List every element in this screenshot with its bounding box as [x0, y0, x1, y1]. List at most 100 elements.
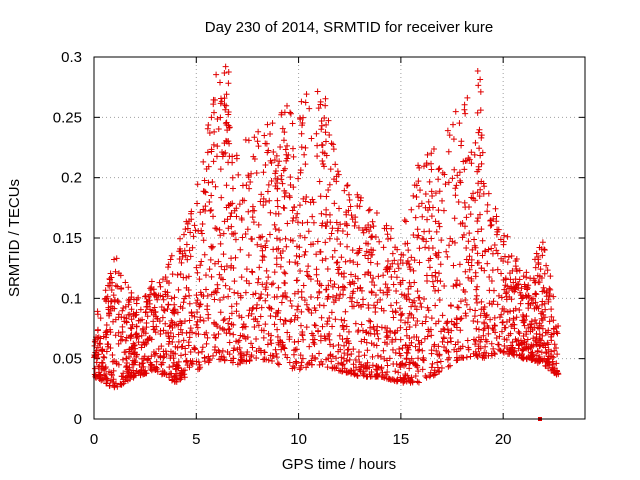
data-point — [294, 260, 301, 267]
data-point — [527, 275, 534, 282]
data-point — [122, 279, 129, 286]
data-point — [147, 285, 154, 292]
data-point — [260, 356, 267, 363]
data-point — [384, 291, 391, 298]
data-point — [215, 258, 222, 265]
data-point — [274, 360, 281, 367]
data-point — [108, 371, 115, 378]
data-point — [434, 277, 441, 284]
data-point — [543, 358, 550, 365]
data-point — [223, 102, 230, 109]
data-point — [535, 256, 542, 263]
data-point — [476, 193, 483, 200]
data-point — [470, 190, 477, 197]
data-point — [131, 351, 138, 358]
data-point — [510, 279, 517, 286]
data-point — [308, 361, 315, 368]
data-point — [499, 319, 506, 326]
data-point — [324, 318, 331, 325]
data-point — [475, 82, 482, 89]
data-point — [330, 343, 337, 350]
data-point — [208, 244, 215, 251]
data-point — [462, 110, 469, 117]
data-point — [249, 269, 256, 276]
data-point — [158, 343, 165, 350]
data-point — [150, 323, 157, 330]
data-point — [412, 373, 419, 380]
data-point — [309, 196, 316, 203]
data-point — [517, 292, 524, 299]
data-point — [195, 359, 202, 366]
data-point — [297, 352, 304, 359]
data-point — [474, 250, 481, 257]
data-point — [539, 332, 546, 339]
data-point — [407, 266, 414, 273]
data-point — [159, 276, 166, 283]
data-point — [236, 201, 243, 208]
data-point — [258, 304, 265, 311]
data-point — [356, 245, 363, 252]
data-point — [384, 257, 391, 264]
data-point — [387, 302, 394, 309]
data-point — [384, 369, 391, 376]
data-point — [105, 341, 112, 348]
data-point — [290, 153, 297, 160]
data-point — [415, 294, 422, 301]
data-point — [302, 161, 309, 168]
data-point — [295, 175, 302, 182]
data-point — [253, 170, 260, 177]
data-point — [357, 197, 364, 204]
data-point — [244, 349, 251, 356]
data-point — [292, 346, 299, 353]
data-point — [248, 170, 255, 177]
data-point — [419, 366, 426, 373]
data-point — [383, 334, 390, 341]
data-point — [419, 320, 426, 327]
data-point — [291, 339, 298, 346]
data-point — [525, 324, 532, 331]
data-point — [330, 176, 337, 183]
data-point — [542, 344, 549, 351]
data-point — [305, 263, 312, 270]
data-point — [94, 327, 101, 334]
data-point — [187, 325, 194, 332]
data-point — [282, 235, 289, 242]
data-point — [105, 282, 112, 289]
data-point — [282, 189, 289, 196]
data-point — [233, 308, 240, 315]
data-point — [358, 287, 365, 294]
data-point — [299, 122, 306, 129]
data-point — [239, 182, 246, 189]
data-point — [191, 313, 198, 320]
data-point — [484, 260, 491, 267]
data-point — [282, 270, 289, 277]
data-point — [265, 274, 272, 281]
data-point — [208, 114, 215, 121]
data-point — [519, 347, 526, 354]
data-point — [546, 292, 553, 299]
data-point — [109, 352, 116, 359]
data-point — [390, 360, 397, 367]
data-point — [318, 126, 325, 133]
data-point — [262, 242, 269, 249]
data-point — [171, 321, 178, 328]
data-point — [536, 336, 543, 343]
data-point — [450, 136, 457, 143]
data-point — [304, 361, 311, 368]
data-point — [393, 299, 400, 306]
data-point — [481, 319, 488, 326]
data-point — [392, 309, 399, 316]
data-point — [532, 317, 539, 324]
data-point — [165, 261, 172, 268]
data-point — [317, 101, 324, 108]
data-point — [148, 336, 155, 343]
data-point — [130, 310, 137, 317]
data-point — [337, 241, 344, 248]
data-point — [143, 320, 150, 327]
data-point — [103, 322, 110, 329]
data-point — [462, 268, 469, 275]
data-point — [403, 326, 410, 333]
data-point — [272, 170, 279, 177]
data-point — [294, 306, 301, 313]
data-point — [259, 281, 266, 288]
